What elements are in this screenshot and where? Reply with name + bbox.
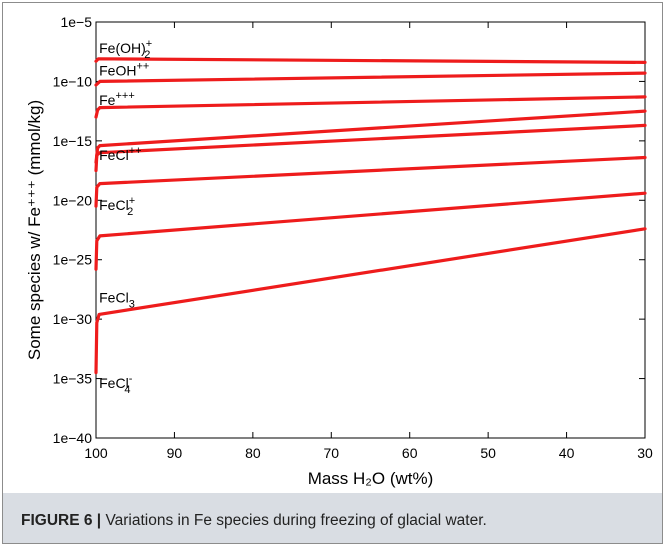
series-line [94,95,647,119]
series-line [94,191,647,271]
series-line [94,155,647,208]
y-tick-label: 1e−15 [53,133,93,149]
chart: 100 90 80 70 60 50 40 30 1e−401e−351e−301e−251e… [25,14,653,488]
y-tick-label: 1e−25 [53,252,93,268]
y-axis: 1e−40 1e−35 1e−30 1e−25 1e−20 1e−15 1e−10 1e−5 [53,14,645,446]
series-annotation: FeCl+ 2 [99,195,135,218]
y-tick-label: 1e−20 [53,192,93,208]
series-line [94,109,647,164]
series-line [94,71,647,87]
x-tick-label: 50 [480,445,496,461]
series-annotation: FeOH++ [99,60,149,78]
y-tick-label: 1e−10 [53,73,93,89]
x-tick-label: 70 [323,445,339,461]
series-line [94,227,647,375]
caption-bar: FIGURE 6 | Variations in Fe species duri… [2,493,663,544]
x-axis-label: Mass H₂O (wt%) [308,469,434,488]
series-line [94,57,647,65]
x-tick-label: 90 [167,445,183,461]
y-tick-label: 1e−35 [53,371,93,387]
series-annotation: Fe+++ [99,90,135,108]
y-axis-label: Some species w/ Fe⁺⁺⁺ (mmol/kg) [25,100,44,360]
y-tick-label: 1e−40 [53,430,93,446]
series-annotation: FeCl3 [99,290,135,311]
x-tick-label: 40 [559,445,575,461]
y-tick-label: 1e−30 [53,311,93,327]
x-tick-label: 100 [84,445,108,461]
series-line [94,123,647,173]
figure-caption-text: Variations in Fe species during freezing… [101,512,487,529]
x-tick-label: 80 [245,445,261,461]
x-tick-label: 60 [402,445,418,461]
y-tick-label: 1e−5 [60,14,92,30]
series-layer [94,57,647,375]
series-annotation: Fe(OH)+ 2 [99,38,152,61]
figure-caption: FIGURE 6 | Variations in Fe species duri… [21,512,487,530]
x-tick-label: 30 [637,445,653,461]
figure-label: FIGURE 6 | [21,512,102,529]
x-axis: 100 90 80 70 60 50 40 30 [84,22,653,461]
series-annotation: FeCl-4 [99,373,133,396]
series-annotation: FeCl++ [99,145,141,163]
